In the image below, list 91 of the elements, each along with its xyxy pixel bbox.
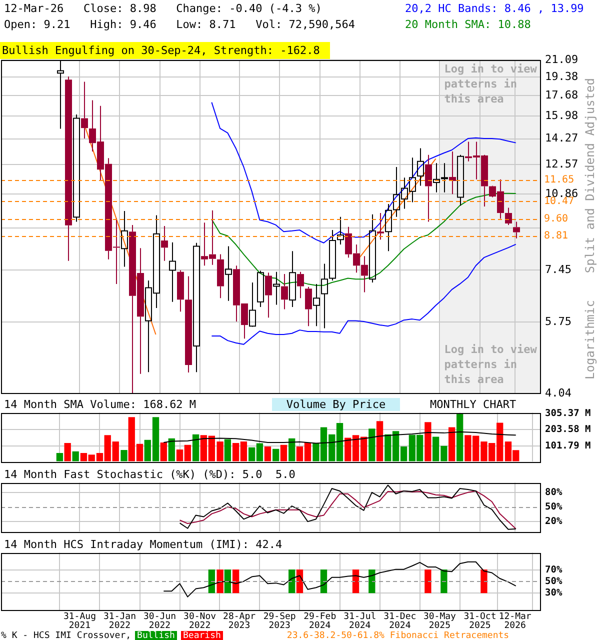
ref-line-label: 9.60: [544, 213, 568, 224]
y-tick-label: 17.68: [545, 88, 578, 102]
candlestick: [417, 148, 424, 186]
y-tick-label: 19.38: [545, 70, 578, 83]
ref-line-label: 8.81: [544, 230, 568, 242]
chart-subtitle: Open: 9.21 High: 9.46 Low: 8.71 Vol: 72,590,564: [4, 18, 355, 31]
y-tick-label: 21.09: [545, 52, 578, 66]
candlestick: [225, 246, 232, 302]
y-tick-label: 5.75: [545, 315, 572, 328]
candlestick: [217, 254, 224, 299]
annotation: Log in to view patterns in this area: [444, 342, 538, 386]
text: Bullish Engulfing on 30-Sep-24, Strength: -162.8: [0, 42, 330, 59]
bar: [120, 450, 128, 462]
bar: [192, 434, 200, 462]
candlestick: [273, 271, 280, 306]
chart-title: 12-Mar-26 Close: 8.98 Change: -0.40 (-4.3 %): [4, 2, 322, 15]
bar: [456, 413, 464, 462]
chart-title: 14 Month SMA Volume: 168.62 M: [4, 398, 196, 411]
text: Volume By Price: [272, 398, 400, 411]
chart-title: 14 Month Fast Stochastic (%K) (%D): 5.0 5.0: [4, 468, 296, 481]
legend-title: % K - HCS IMI Crossover,: [1, 631, 132, 640]
bar: [376, 421, 384, 462]
candlestick: [177, 270, 184, 312]
candlestick: [321, 263, 328, 329]
y-tick-label: 30%: [545, 587, 562, 598]
text: 23.6-38.2-50-61.8% Fibonacci Retracements: [286, 631, 510, 640]
x-tick-label: 12-Mar 2026: [498, 612, 532, 631]
x-tick-label: 31-Jan 2022: [103, 612, 136, 631]
candlestick: [337, 216, 344, 246]
candlestick: [513, 221, 520, 239]
y-tick-label: 305.37 M: [545, 408, 592, 419]
x-tick-label: 31-Aug 2021: [63, 612, 96, 631]
chart-title: 14 Month HCS Intraday Momentum (IMI): 42.4: [4, 538, 282, 551]
candlestick: [121, 210, 128, 268]
bar: [424, 422, 432, 462]
bar: [448, 427, 456, 462]
bar: [168, 438, 175, 462]
band-label: Log in to view patterns in this area: [444, 62, 538, 106]
x-tick-label: 30-Jun 2022: [144, 612, 176, 631]
candlestick: [169, 242, 176, 302]
text: MONTHLY CHART: [430, 398, 516, 411]
x-tick-label: 31-Dec 2024: [384, 612, 416, 631]
x-tick-label: 29-Sep 2023: [263, 612, 296, 631]
x-tick-label: 31-Oct 2025: [464, 612, 496, 631]
x-tick-label: 30-May 2025: [423, 612, 457, 631]
candlestick: [81, 81, 88, 140]
bar: [56, 453, 64, 462]
bar: [64, 442, 71, 462]
candlestick: [161, 226, 168, 262]
y-tick-label: 70%: [545, 564, 562, 576]
y-tick-label: 50%: [545, 501, 562, 512]
candlestick: [281, 274, 288, 310]
candlestick: [433, 162, 440, 193]
bar: [72, 451, 79, 462]
y-tick-label: 15.98: [545, 108, 578, 122]
candlestick: [313, 283, 320, 327]
ref-line-label: 11.65: [544, 174, 574, 186]
text: Logarithmic: [583, 300, 597, 380]
candlestick: [185, 276, 192, 374]
text: Bearish: [180, 631, 223, 640]
y-tick-label: 20%: [545, 516, 562, 528]
candlestick: [265, 272, 272, 318]
bar: [280, 444, 288, 462]
y-tick-label: 203.58 M: [545, 424, 592, 436]
y-tick-label: 12.57: [545, 157, 578, 170]
candlestick: [289, 250, 296, 308]
y-tick-label: 50%: [545, 576, 562, 587]
y-axis-title: Split and Dividend Adjusted: [583, 78, 597, 274]
x-tick-label: 31-Jul 2024: [344, 612, 376, 631]
text: Bullish: [135, 631, 177, 640]
x-tick-label: 29-Feb 2024: [304, 612, 336, 631]
candlestick: [425, 154, 432, 222]
bar: [160, 442, 167, 462]
bar: [288, 438, 296, 462]
y-tick-label: 7.45: [545, 262, 572, 276]
text: 20,2 HC Bands: 8.46 , 13.99: [405, 2, 584, 15]
bar: [368, 428, 376, 462]
candlestick: [441, 162, 448, 193]
y-tick-label: 101.79 M: [545, 440, 592, 452]
x-tick-label: 28-Apr 2023: [223, 612, 256, 631]
bar: [272, 448, 280, 462]
y-tick-label: 80%: [545, 486, 562, 498]
y-tick-label: 4.04: [545, 386, 572, 400]
text: 20 Month SMA: 10.88: [405, 18, 531, 31]
candlestick: [385, 203, 392, 252]
candlestick: [505, 207, 512, 226]
bar: [264, 446, 272, 462]
candlestick: [65, 76, 72, 262]
bar: [224, 439, 232, 462]
x-tick-label: 30-Nov 2022: [184, 612, 216, 631]
y-tick-label: 14.27: [545, 132, 578, 145]
